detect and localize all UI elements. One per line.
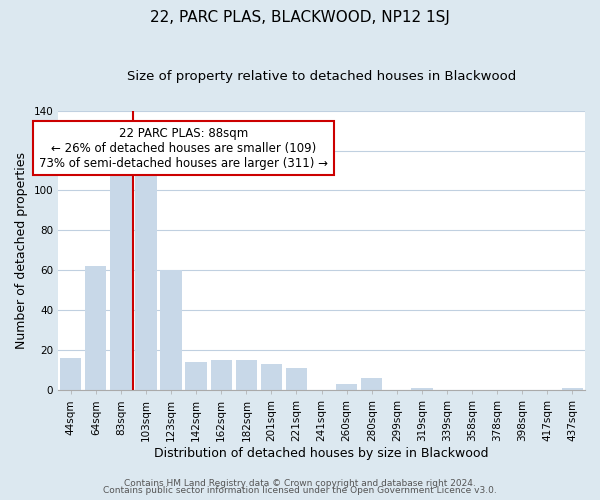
Bar <box>286 368 307 390</box>
Bar <box>60 358 82 390</box>
Bar <box>411 388 433 390</box>
Bar <box>185 362 207 390</box>
Bar <box>110 172 131 390</box>
Bar <box>85 266 106 390</box>
Bar <box>361 378 382 390</box>
Text: 22, PARC PLAS, BLACKWOOD, NP12 1SJ: 22, PARC PLAS, BLACKWOOD, NP12 1SJ <box>150 10 450 25</box>
Bar <box>336 384 358 390</box>
Bar <box>160 270 182 390</box>
Text: Contains public sector information licensed under the Open Government Licence v3: Contains public sector information licen… <box>103 486 497 495</box>
Bar <box>236 360 257 390</box>
Bar <box>261 364 282 390</box>
X-axis label: Distribution of detached houses by size in Blackwood: Distribution of detached houses by size … <box>154 447 489 460</box>
Text: Contains HM Land Registry data © Crown copyright and database right 2024.: Contains HM Land Registry data © Crown c… <box>124 478 476 488</box>
Text: 22 PARC PLAS: 88sqm
← 26% of detached houses are smaller (109)
73% of semi-detac: 22 PARC PLAS: 88sqm ← 26% of detached ho… <box>39 126 328 170</box>
Bar <box>562 388 583 390</box>
Bar <box>136 156 157 390</box>
Title: Size of property relative to detached houses in Blackwood: Size of property relative to detached ho… <box>127 70 516 83</box>
Y-axis label: Number of detached properties: Number of detached properties <box>15 152 28 349</box>
Bar <box>211 360 232 390</box>
